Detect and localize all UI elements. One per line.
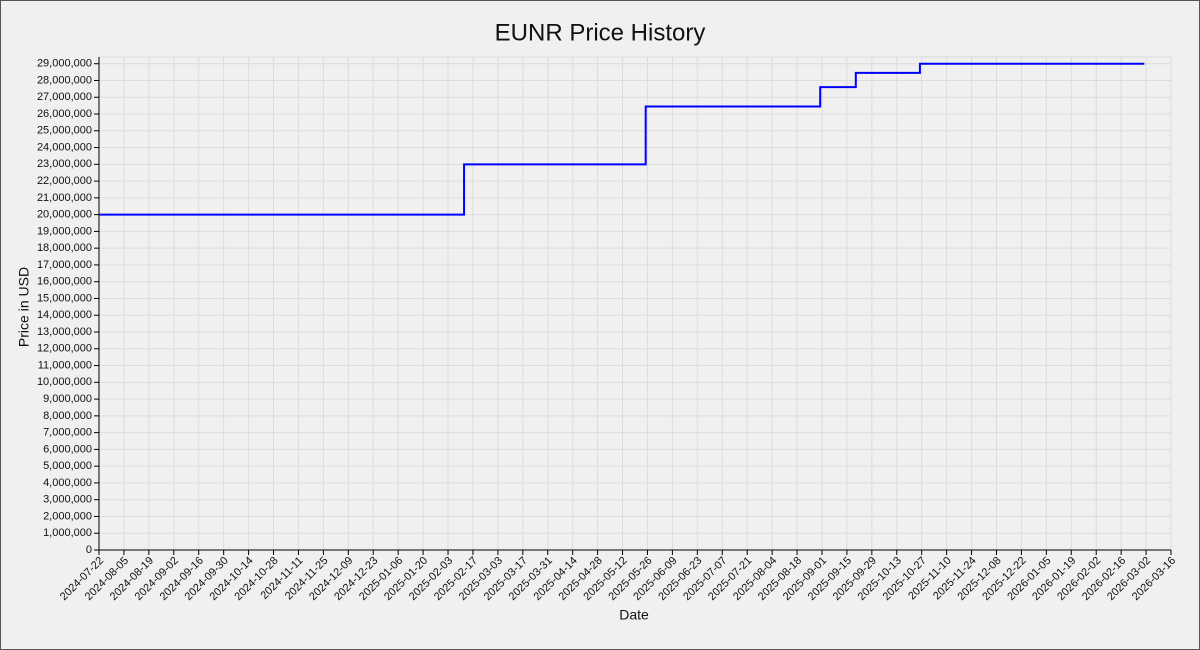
y-tick-label: 7,000,000 (43, 427, 92, 439)
y-tick-label: 3,000,000 (43, 494, 92, 506)
y-tick-label: 13,000,000 (37, 326, 92, 338)
y-tick-label: 27,000,000 (37, 91, 92, 103)
y-tick-label: 6,000,000 (43, 443, 92, 455)
y-tick-label: 20,000,000 (37, 209, 92, 221)
y-tick-label: 12,000,000 (37, 343, 92, 355)
y-tick-label: 21,000,000 (37, 192, 92, 204)
y-tick-label: 5,000,000 (43, 460, 92, 472)
y-tick-label: 26,000,000 (37, 108, 92, 120)
y-tick-label: 0 (86, 544, 92, 556)
y-tick-label: 1,000,000 (43, 527, 92, 539)
price-line (99, 62, 1145, 216)
y-tick-label: 18,000,000 (37, 242, 92, 254)
y-tick-label: 11,000,000 (38, 359, 92, 371)
y-tick-label: 2,000,000 (43, 510, 92, 522)
y-tick-label: 8,000,000 (43, 410, 92, 422)
y-tick-label: 19,000,000 (37, 225, 92, 237)
y-tick-label: 9,000,000 (43, 393, 92, 405)
x-axis-label: Date (619, 607, 649, 623)
y-tick-label: 22,000,000 (37, 175, 92, 187)
y-tick-label: 17,000,000 (37, 259, 92, 271)
y-tick-label: 16,000,000 (37, 276, 92, 288)
y-tick-label: 29,000,000 (37, 58, 92, 70)
y-tick-label: 25,000,000 (37, 125, 92, 137)
y-tick-label: 10,000,000 (37, 376, 92, 388)
y-tick-label: 23,000,000 (37, 158, 92, 170)
y-tick-label: 15,000,000 (37, 292, 92, 304)
y-tick-label: 14,000,000 (37, 309, 92, 321)
y-axis-label: Price in USD (16, 267, 32, 347)
y-tick-label: 28,000,000 (37, 74, 92, 86)
y-tick-label: 4,000,000 (43, 477, 92, 489)
y-tick-label: 24,000,000 (37, 141, 92, 153)
chart-title: EUNR Price History (495, 19, 706, 46)
